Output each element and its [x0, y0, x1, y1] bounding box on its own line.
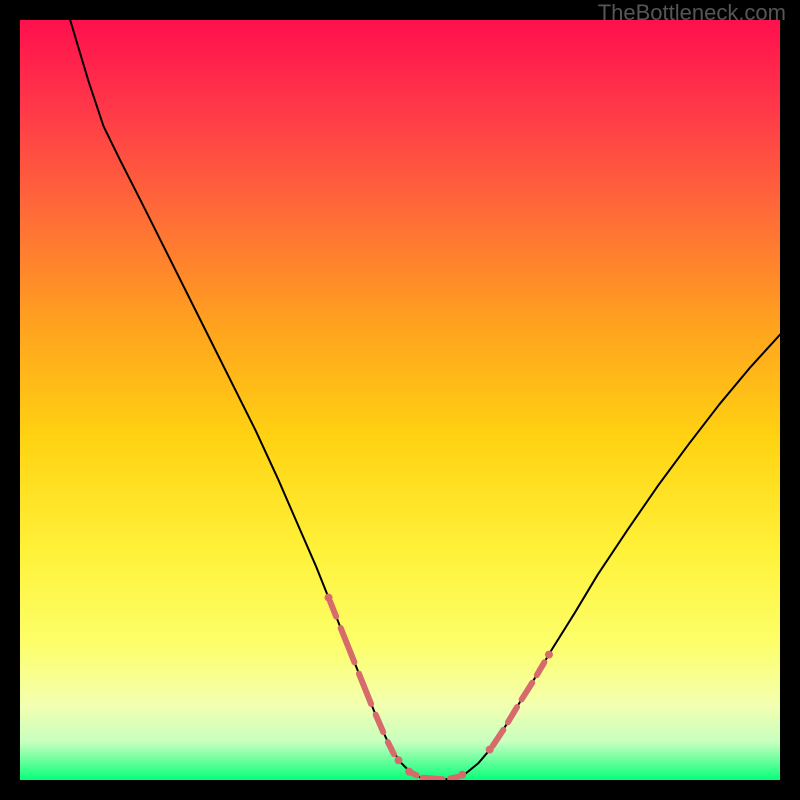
marker-dot — [458, 771, 466, 779]
marker-segment — [359, 674, 371, 704]
marker-dot — [545, 651, 553, 659]
marker-segment — [376, 715, 384, 732]
marker-segment — [522, 683, 533, 700]
marker-segment — [450, 777, 458, 779]
marker-segment — [508, 707, 517, 722]
marker-segment — [412, 773, 417, 775]
marker-dot — [486, 746, 494, 754]
stage: TheBottleneck.com — [0, 0, 800, 800]
marker-segment — [388, 742, 394, 754]
plot-area — [20, 20, 780, 780]
marker-dot — [405, 768, 413, 776]
bottleneck-curve — [70, 20, 780, 780]
marker-segment — [423, 778, 443, 780]
marker-dot — [325, 594, 333, 602]
marker-segment — [330, 601, 336, 616]
marker-segment — [341, 628, 355, 662]
marker-segment — [493, 730, 504, 746]
chart-svg — [20, 20, 780, 780]
marker-dot — [394, 756, 402, 764]
marker-segment — [537, 662, 545, 675]
